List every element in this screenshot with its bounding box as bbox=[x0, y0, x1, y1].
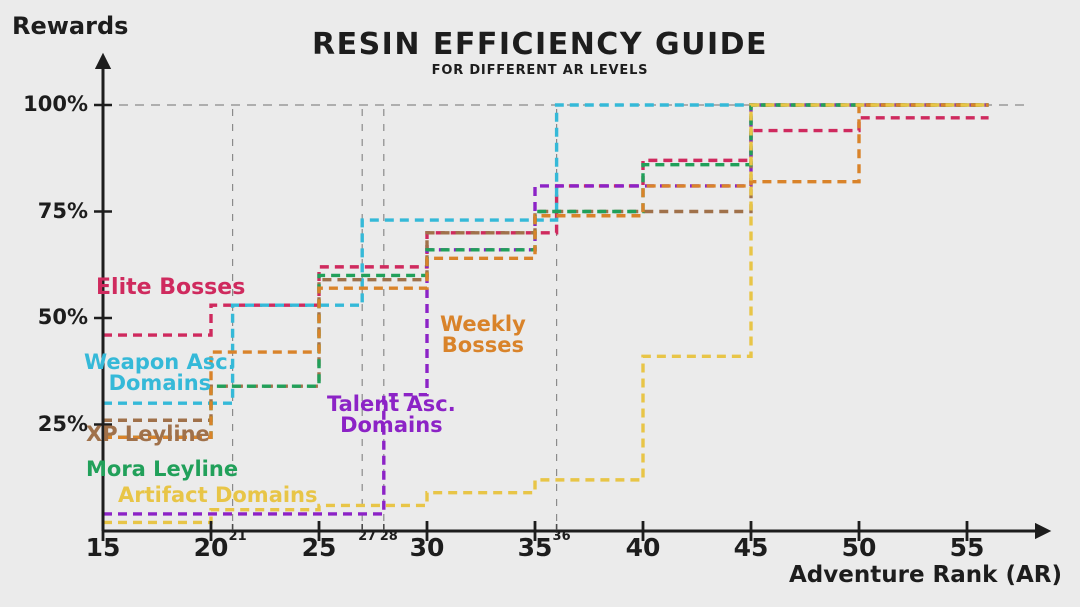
series-label-elite-bosses: Elite Bosses bbox=[96, 275, 246, 300]
x-tick-label-27: 27 bbox=[358, 529, 377, 544]
x-tick-label-30: 30 bbox=[409, 533, 445, 562]
series-label-xp-leyline: XP Leyline bbox=[86, 422, 210, 446]
series-label-text-2: Domains bbox=[340, 413, 443, 438]
x-tick-label-36: 36 bbox=[552, 529, 571, 544]
x-tick-label-50: 50 bbox=[841, 533, 877, 562]
x-tick-label-40: 40 bbox=[625, 533, 661, 562]
series-path-talent-asc-domains bbox=[103, 103, 989, 516]
series-path-mora-leyline bbox=[103, 103, 989, 439]
x-tick-label-45: 45 bbox=[733, 533, 769, 562]
x-tick-label-15: 15 bbox=[85, 533, 121, 562]
y-tick-label-25: 25% bbox=[37, 411, 88, 436]
page-subtitle: FOR DIFFERENT AR LEVELS bbox=[431, 63, 649, 78]
series-label-text: Artifact Domains bbox=[118, 483, 318, 507]
series-label-text: Weapon Asc. bbox=[84, 350, 236, 374]
page-title: RESIN EFFICIENCY GUIDE bbox=[311, 27, 769, 62]
series-label-text: Weekly bbox=[440, 312, 526, 336]
x-tick-label-35: 35 bbox=[517, 533, 553, 562]
series-label-weapon-asc-domains: Weapon Asc. Domains bbox=[84, 350, 236, 396]
series-path-artifact-domains bbox=[103, 103, 989, 525]
series-path-xp-leyline bbox=[103, 103, 989, 422]
series-label-artifact-domains: Artifact Domains bbox=[118, 483, 318, 507]
series-label-weekly-bosses: Weekly Bosses bbox=[440, 312, 526, 358]
series-label-text: Elite Bosses bbox=[96, 275, 246, 300]
series-path-elite-bosses bbox=[103, 116, 989, 337]
y-axis-title: Rewards bbox=[12, 12, 129, 40]
series-label-text: XP Leyline bbox=[86, 422, 210, 446]
series-label-text-2: Bosses bbox=[441, 333, 524, 358]
y-tick-label-50: 50% bbox=[37, 305, 88, 329]
series-label-text: Talent Asc. bbox=[327, 392, 456, 416]
x-tick-label-28: 28 bbox=[379, 529, 398, 544]
x-axis-title: Adventure Rank (AR) bbox=[789, 562, 1062, 588]
series-label-talent-asc-domains: Talent Asc. Domains bbox=[327, 392, 456, 438]
series-path-weekly-bosses bbox=[103, 103, 989, 439]
x-tick-label-25: 25 bbox=[301, 533, 337, 562]
series-label-text: Mora Leyline bbox=[86, 457, 239, 481]
y-tick-label-100: 100% bbox=[23, 92, 88, 116]
series-label-text-2: Domains bbox=[108, 371, 212, 396]
x-tick-label-21: 21 bbox=[228, 529, 247, 544]
series-label-mora-leyline: Mora Leyline bbox=[86, 457, 239, 481]
series-path-weapon-asc-domains bbox=[103, 103, 989, 405]
x-tick-label-20: 20 bbox=[193, 533, 229, 562]
y-tick-label-75: 75% bbox=[37, 198, 88, 223]
x-tick-label-55: 55 bbox=[949, 533, 985, 562]
